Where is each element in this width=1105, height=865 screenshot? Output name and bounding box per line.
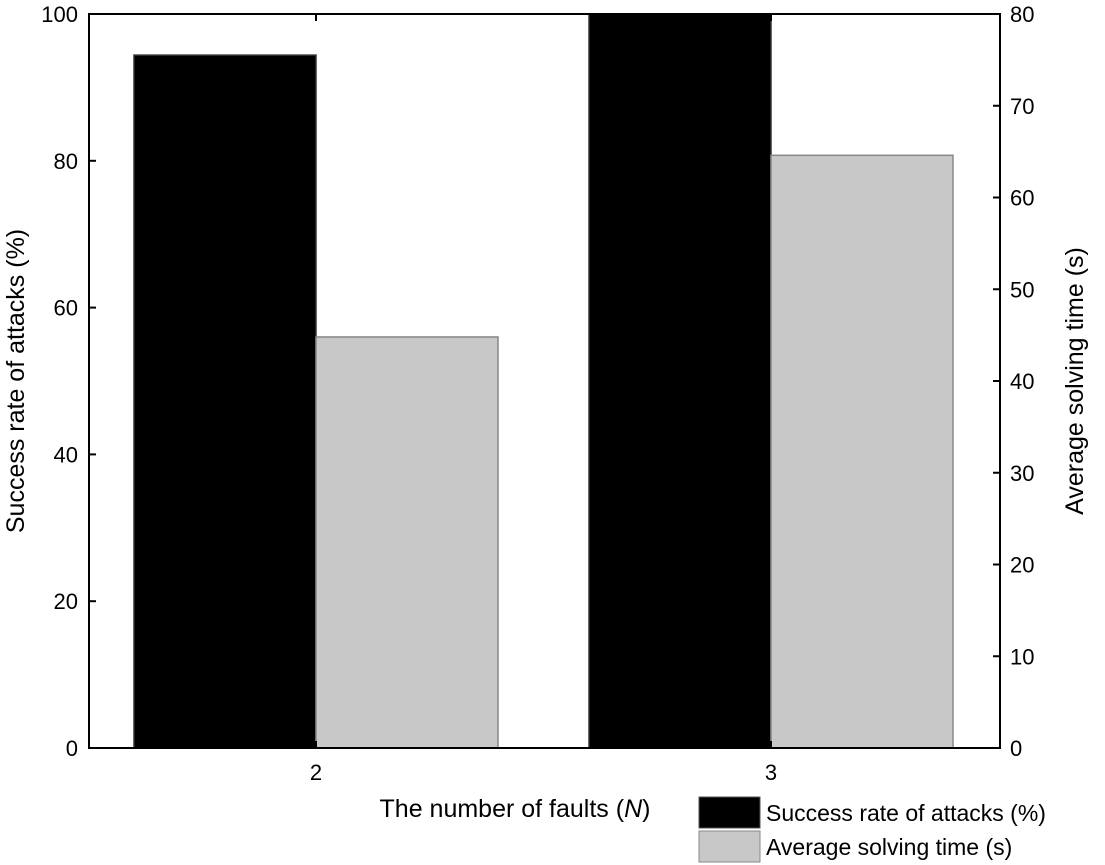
legend-swatch-solving-time [698, 830, 761, 863]
right-y-axis-title: Average solving time (s) [1061, 247, 1089, 515]
x-tick-label: 3 [765, 760, 777, 785]
left-y-tick-label: 40 [54, 442, 78, 467]
right-y-tick-label: 30 [1010, 461, 1034, 486]
left-y-tick-label: 80 [54, 149, 78, 174]
x-axis-title-suffix: ) [642, 795, 650, 823]
legend-label-success-rate: Success rate of attacks (%) [766, 800, 1046, 826]
x-axis-title-variable: N [624, 795, 643, 823]
left-y-tick-label: 0 [66, 736, 78, 761]
left-y-tick-label: 100 [41, 2, 78, 27]
x-tick-label: 2 [310, 760, 322, 785]
left-y-axis: 0 20 40 60 80 100 [41, 2, 96, 761]
left-y-axis-title: Success rate of attacks (%) [2, 229, 30, 533]
right-y-tick-label: 80 [1010, 2, 1034, 27]
legend: Success rate of attacks (%) Average solv… [698, 796, 1046, 863]
right-y-tick-label: 0 [1010, 736, 1022, 761]
bar-solving-time-3 [770, 154, 954, 749]
legend-swatch-success-rate [698, 796, 761, 829]
right-y-tick-label: 60 [1010, 186, 1034, 211]
x-axis-title: The number of faults (N) [380, 795, 651, 823]
bar-solving-time-2 [315, 336, 499, 749]
right-y-tick-label: 20 [1010, 553, 1034, 578]
bar-success-rate-2 [133, 54, 317, 749]
bars-layer [133, 13, 954, 749]
right-y-tick-label: 40 [1010, 369, 1034, 394]
left-y-tick-label: 60 [54, 296, 78, 321]
left-y-tick-label: 20 [54, 589, 78, 614]
right-y-tick-label: 10 [1010, 644, 1034, 669]
right-y-tick-label: 50 [1010, 277, 1034, 302]
right-y-tick-label: 70 [1010, 94, 1034, 119]
right-y-axis: 0 10 20 30 40 50 60 70 80 [993, 2, 1034, 761]
x-axis-title-prefix: The number of faults ( [380, 795, 625, 823]
bar-success-rate-3 [588, 13, 772, 749]
legend-label-solving-time: Average solving time (s) [766, 834, 1012, 860]
